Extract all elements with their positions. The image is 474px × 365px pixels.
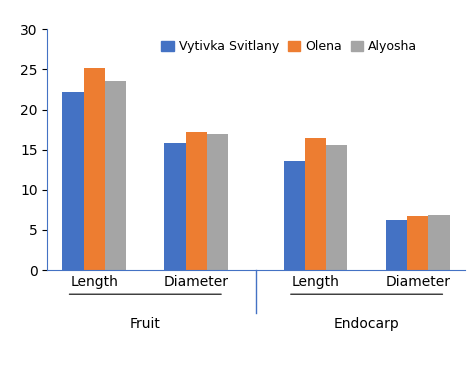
Bar: [83, 68, 105, 270]
Bar: [186, 132, 207, 270]
Text: Endocarp: Endocarp: [334, 317, 400, 331]
Bar: [283, 161, 305, 270]
Legend: Vytivka Svitlany, Olena, Alyosha: Vytivka Svitlany, Olena, Alyosha: [156, 35, 422, 58]
Text: Fruit: Fruit: [130, 317, 161, 331]
Bar: [386, 220, 407, 270]
Bar: [407, 216, 428, 270]
Bar: [305, 138, 326, 270]
Bar: [62, 92, 83, 270]
Bar: [326, 145, 347, 270]
Bar: [428, 215, 450, 270]
Bar: [105, 81, 126, 270]
Bar: [207, 134, 228, 270]
Bar: [164, 143, 186, 270]
